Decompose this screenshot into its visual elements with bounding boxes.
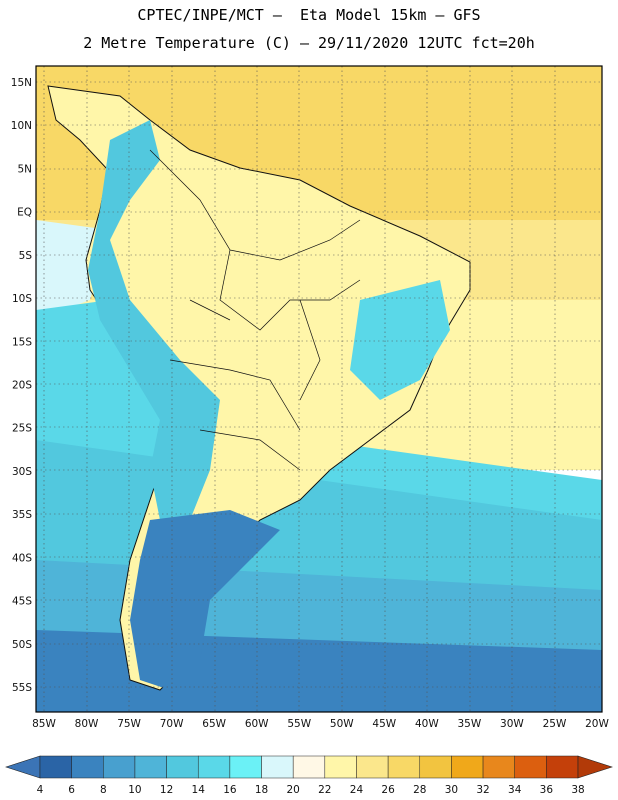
lat-label: 10S bbox=[12, 293, 32, 305]
lon-label: 20W bbox=[585, 718, 609, 730]
lon-label: 85W bbox=[32, 718, 56, 730]
colorbar-high-arrow bbox=[577, 755, 613, 779]
lon-label: 35W bbox=[458, 718, 482, 730]
lat-label: 20S bbox=[12, 380, 32, 392]
colorbar-label: 16 bbox=[223, 784, 237, 796]
colorbar-label: 36 bbox=[540, 784, 554, 796]
lat-label: EQ bbox=[17, 207, 32, 219]
colorbar-label: 22 bbox=[318, 784, 331, 796]
colorbar-swatch bbox=[229, 755, 262, 779]
title-line-1: CPTEC/INPE/MCT – Eta Model 15km – GFS bbox=[137, 6, 481, 24]
colorbar-swatch bbox=[261, 755, 294, 779]
lat-label: 45S bbox=[12, 596, 32, 608]
colorbar-label: 20 bbox=[286, 784, 299, 796]
colorbar-swatch bbox=[134, 755, 167, 779]
lon-label: 80W bbox=[75, 718, 99, 730]
lat-label: 35S bbox=[12, 509, 32, 521]
lon-label: 45W bbox=[372, 718, 396, 730]
colorbar-swatch bbox=[546, 755, 579, 779]
colorbar-swatch bbox=[39, 755, 72, 779]
lon-label: 60W bbox=[245, 718, 269, 730]
colorbar-swatch bbox=[356, 755, 389, 779]
land-brazil-highlands bbox=[350, 280, 450, 400]
colorbar-swatch bbox=[103, 755, 136, 779]
country-borders bbox=[149, 149, 361, 471]
title-line-2: 2 Metre Temperature (C) – 29/11/2020 12U… bbox=[83, 34, 535, 52]
colorbar-label: 38 bbox=[571, 784, 584, 796]
colorbar-label: 30 bbox=[445, 784, 458, 796]
colorbar-swatch bbox=[324, 755, 357, 779]
lat-label: 25S bbox=[12, 423, 32, 435]
temperature-field bbox=[36, 66, 602, 712]
colorbar: 4 6 8 10 12 14 16 18 20 22 24 26 28 30 32 34 36 38 bbox=[5, 755, 613, 796]
colorbar-low-arrow bbox=[5, 755, 41, 779]
lat-label: 5S bbox=[19, 250, 33, 262]
colorbar-swatch bbox=[166, 755, 199, 779]
colorbar-label: 8 bbox=[100, 784, 107, 796]
lon-label: 25W bbox=[543, 718, 567, 730]
colorbar-label: 6 bbox=[68, 784, 75, 796]
latitude-labels: 15N 10N 5N EQ 5S 10S 15S 20S 25S 30S 35S 40S 45S 50S 5… bbox=[11, 77, 33, 694]
colorbar-label: 14 bbox=[192, 784, 206, 796]
colorbar-swatch bbox=[419, 755, 452, 779]
land-patagonia bbox=[130, 510, 280, 690]
lon-label: 75W bbox=[117, 718, 141, 730]
colorbar-label: 4 bbox=[37, 784, 44, 796]
colorbar-label: 18 bbox=[255, 784, 268, 796]
lon-label: 40W bbox=[415, 718, 439, 730]
longitude-labels: 85W 80W 75W 70W 65W 60W 55W 50W 45W 40W 35W 30W 25W 2… bbox=[32, 718, 609, 730]
colorbar-swatch bbox=[514, 755, 547, 779]
colorbar-label: 26 bbox=[381, 784, 395, 796]
colorbar-swatch bbox=[197, 755, 231, 779]
map-frame bbox=[35, 65, 603, 713]
lat-label: 40S bbox=[12, 552, 32, 564]
colorbar-swatch bbox=[482, 755, 515, 779]
lon-label: 55W bbox=[287, 718, 311, 730]
lon-label: 70W bbox=[160, 718, 184, 730]
lat-label: 50S bbox=[12, 639, 32, 651]
lat-label: 15S bbox=[12, 336, 32, 348]
colorbar-swatch bbox=[387, 755, 421, 779]
colorbar-label: 28 bbox=[413, 784, 426, 796]
lon-label: 30W bbox=[500, 718, 524, 730]
colorbar-swatch bbox=[451, 755, 484, 779]
colorbar-label: 12 bbox=[160, 784, 173, 796]
lat-label: 5N bbox=[17, 163, 32, 175]
lon-label: 65W bbox=[202, 718, 226, 730]
lat-label: 10N bbox=[11, 120, 32, 132]
colorbar-label: 24 bbox=[350, 784, 364, 796]
lat-label: 30S bbox=[12, 466, 32, 478]
lat-label: 15N bbox=[11, 77, 32, 89]
land-andes bbox=[88, 120, 220, 520]
colorbar-label: 34 bbox=[508, 784, 522, 796]
colorbar-swatch bbox=[292, 755, 326, 779]
colorbar-label: 10 bbox=[128, 784, 141, 796]
lon-label: 50W bbox=[330, 718, 354, 730]
colorbar-label: 32 bbox=[476, 784, 489, 796]
lat-label: 55S bbox=[12, 682, 32, 694]
colorbar-swatch bbox=[71, 755, 104, 779]
